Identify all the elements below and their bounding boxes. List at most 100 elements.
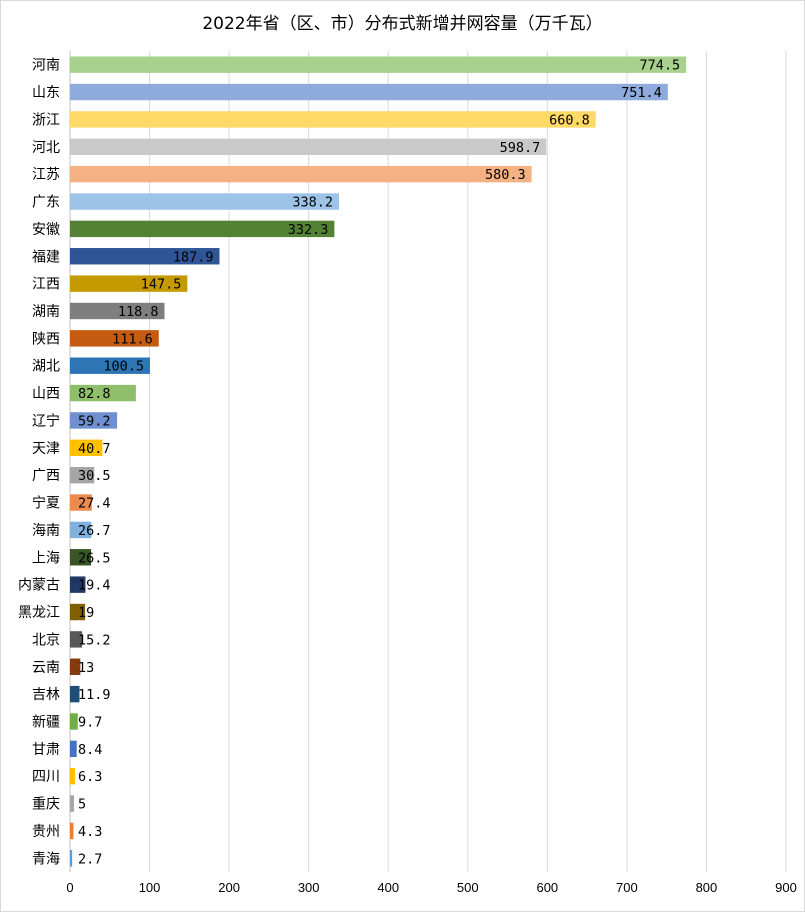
data-label: 59.2 [78,413,111,429]
bar [70,412,118,429]
category-label: 黑龙江 [18,605,60,621]
data-label: 11.9 [78,687,111,703]
bar [70,193,340,210]
bar [70,165,532,183]
data-label: 100.5 [103,359,144,375]
category-label: 北京 [32,632,60,648]
category-label: 浙江 [32,112,60,128]
data-label: 338.2 [292,195,333,211]
x-tick-label: 900 [775,880,797,895]
category-label: 上海 [32,550,60,566]
data-label: 40.7 [78,441,111,457]
category-label: 广西 [32,468,60,484]
category-label: 江苏 [32,167,60,183]
bar [70,302,165,320]
bar [70,822,74,840]
bar [70,138,547,155]
category-label: 贵州 [32,824,60,840]
category-label: 新疆 [32,714,60,730]
bar [70,466,95,484]
category-label: 吉林 [32,687,60,703]
bar [70,521,92,539]
x-tick-label: 600 [536,880,558,895]
data-label: 580.3 [485,167,526,183]
data-label: 13 [78,660,94,676]
data-label: 30.5 [78,468,111,484]
bar [70,494,92,511]
data-label: 2.7 [78,851,102,867]
chart-title: 2022年省（区、市）分布式新增并网容量（万千瓦） [202,14,603,34]
bar [70,685,80,703]
data-label: 147.5 [141,277,182,293]
data-label: 9.7 [78,714,102,730]
data-label: 82.8 [78,386,111,402]
bar [70,740,77,758]
data-label: 8.4 [78,742,102,758]
category-label: 福建 [32,249,60,265]
category-label: 山西 [32,386,60,402]
bar [70,248,220,265]
data-label: 774.5 [640,58,681,74]
category-label: 重庆 [32,797,60,813]
bar [70,357,150,374]
data-label: 15.2 [78,632,111,648]
category-label: 河北 [32,140,60,156]
data-label: 27.4 [78,496,111,512]
data-label: 6.3 [78,769,102,785]
data-label: 19.4 [78,578,111,594]
bar [70,850,73,867]
x-tick-label: 100 [139,880,161,895]
x-tick-label: 800 [696,880,718,895]
data-label: 118.8 [118,304,159,320]
category-label: 陕西 [32,331,60,347]
bar [70,576,86,593]
category-label: 湖北 [32,359,60,375]
bar [70,439,103,457]
bar [70,795,74,812]
bar [70,83,668,101]
category-label: 海南 [32,523,60,539]
bar [70,56,687,73]
category-label: 四川 [32,769,60,785]
bar [70,330,159,347]
data-label: 5 [78,797,86,813]
data-label: 660.8 [549,112,590,128]
data-label: 26.5 [78,550,111,566]
bar [70,658,81,675]
category-label: 江西 [32,277,60,293]
category-label: 广东 [32,195,60,211]
category-label: 河南 [32,58,60,74]
x-tick-label: 200 [218,880,240,895]
data-label: 751.4 [621,85,662,101]
data-label: 4.3 [78,824,102,840]
bar [70,220,335,238]
category-label: 山东 [32,85,60,101]
bar [70,713,78,730]
x-tick-label: 500 [457,880,479,895]
bar [70,549,92,566]
data-label: 19 [78,605,94,621]
category-label: 湖南 [32,304,60,320]
x-tick-label: 0 [66,880,73,895]
bar [70,631,83,648]
bar [70,384,136,402]
category-label: 甘肃 [32,742,60,758]
bar [70,603,86,621]
x-tick-label: 400 [377,880,399,895]
category-label: 宁夏 [32,495,60,512]
category-label: 内蒙古 [18,578,60,594]
category-label: 天津 [32,441,60,457]
data-label: 111.6 [112,331,153,347]
x-tick-label: 700 [616,880,638,895]
bar [70,768,76,785]
bar [70,275,188,292]
data-label: 598.7 [500,140,541,156]
data-label: 332.3 [288,222,329,238]
data-label: 26.7 [78,523,111,539]
category-label: 青海 [32,851,60,867]
category-label: 云南 [32,660,60,676]
category-label: 辽宁 [32,412,60,429]
data-label: 187.9 [173,249,214,265]
bar [70,111,596,128]
